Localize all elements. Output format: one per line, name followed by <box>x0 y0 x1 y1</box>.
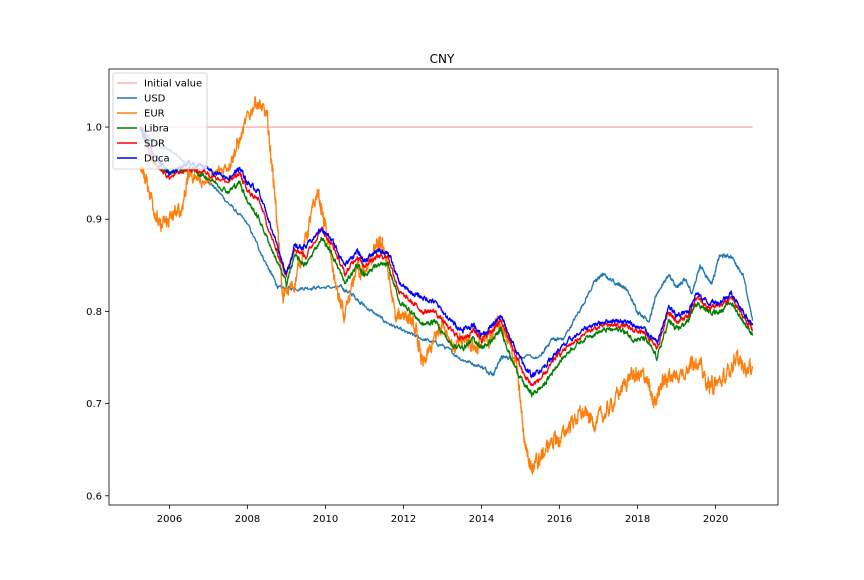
x-tick-label: 2016 <box>547 514 572 525</box>
x-tick-label: 2010 <box>313 514 338 525</box>
axes-layer: 2006 2008 2010 2012 2014 2016 2018 2020 0.6 0.7 0.… <box>86 123 728 525</box>
legend-box <box>112 72 208 170</box>
plot-frame <box>108 68 779 506</box>
series-layer <box>139 96 754 475</box>
y-tick-label: 0.7 <box>86 399 102 410</box>
chart-title: CNY <box>430 52 455 66</box>
series-line-sdr <box>139 126 754 387</box>
series-line-usd <box>139 125 754 377</box>
x-tick-label: 2006 <box>157 514 182 525</box>
legend-label-initial-value: Initial value <box>144 79 202 90</box>
y-tick-label: 0.6 <box>86 491 102 502</box>
y-tick-label: 0.8 <box>86 307 102 318</box>
series-line-libra <box>139 127 754 398</box>
x-tick-label: 2020 <box>703 514 728 525</box>
y-tick-label: 1.0 <box>86 123 102 134</box>
legend: Initial value USD EUR Libra SDR Duca <box>112 72 208 170</box>
legend-label-libra: Libra <box>144 124 169 135</box>
x-tick-label: 2008 <box>235 514 260 525</box>
legend-label-duca: Duca <box>144 154 170 165</box>
x-tick-label: 2018 <box>625 514 650 525</box>
x-tick-label: 2012 <box>391 514 416 525</box>
series-line-duca <box>139 128 754 378</box>
series-line-eur <box>139 96 754 475</box>
x-tick-label: 2014 <box>469 514 494 525</box>
y-tick-label: 0.9 <box>86 215 102 226</box>
legend-label-eur: EUR <box>144 109 165 120</box>
legend-label-sdr: SDR <box>144 139 165 150</box>
legend-label-usd: USD <box>144 94 166 105</box>
